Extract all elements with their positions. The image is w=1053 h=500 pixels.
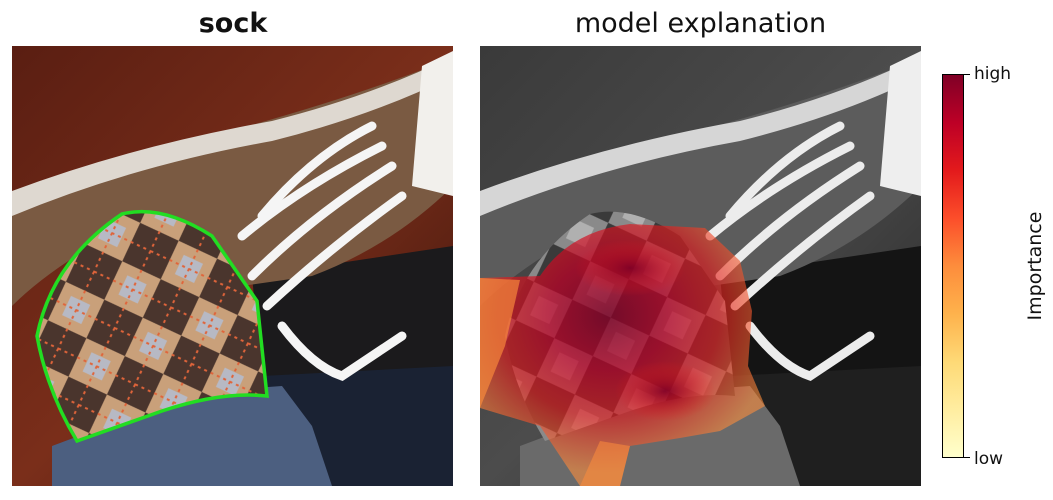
sock-outline [35,209,269,444]
colorbar-high-label: high [974,64,1012,84]
colorbar-tick-low [962,457,970,458]
explanation-heatmap [480,46,921,486]
colorbar-low-label: low [974,449,1004,469]
colorbar-title: Importance [1024,211,1046,321]
heatmap-region [480,224,765,486]
left-panel-title: sock [198,8,268,39]
explanation-panel [480,46,921,486]
importance-colorbar [942,74,964,458]
photo-panel [12,46,453,486]
right-panel-title: model explanation [574,8,827,39]
colorbar-tick-high [962,74,970,75]
sock-photo [12,46,453,486]
